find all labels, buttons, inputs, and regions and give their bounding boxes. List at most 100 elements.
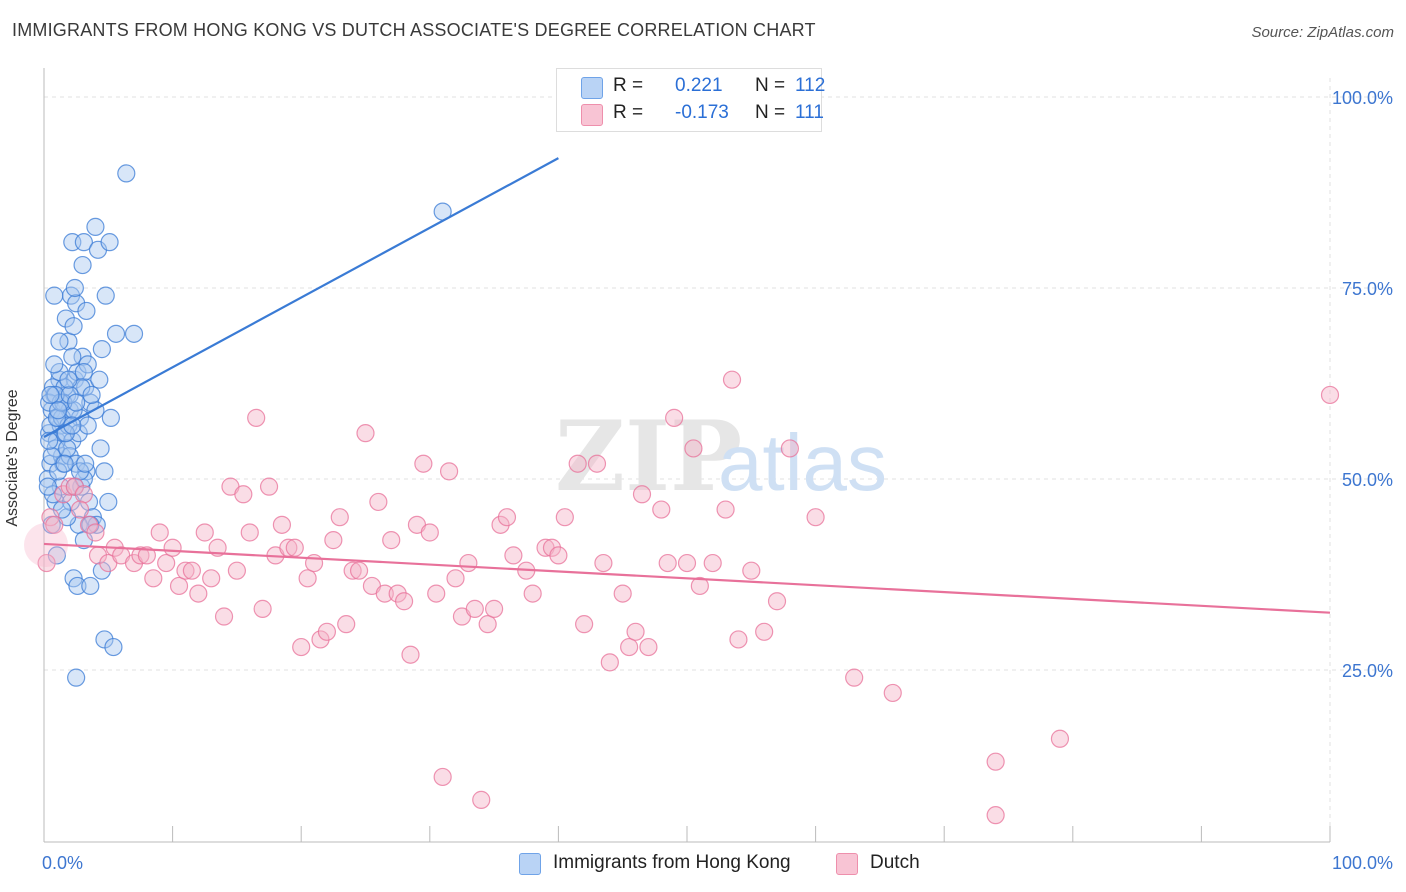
data-point: [845, 668, 864, 687]
data-point: [690, 576, 709, 596]
legend-n-label: N =: [755, 102, 786, 123]
y-tick-label: 25.0%: [1342, 661, 1393, 681]
data-point: [259, 477, 279, 496]
data-point: [70, 500, 90, 519]
data-point: [382, 531, 401, 550]
data-point: [74, 485, 93, 504]
data-point: [292, 637, 311, 657]
data-point: [780, 439, 799, 458]
data-point: [497, 508, 517, 527]
chart-title: IMMIGRANTS FROM HONG KONG VS DUTCH ASSOC…: [12, 20, 816, 40]
data-point: [49, 462, 68, 481]
data-point: [49, 401, 68, 420]
watermark-zip: ZIP: [555, 400, 742, 513]
data-point: [337, 615, 356, 634]
y-tick-label: 100.0%: [1332, 88, 1393, 108]
tick-labels: 25.0% 50.0% 75.0% 100.0% 0.0% 100.0%: [42, 88, 1393, 873]
data-point: [806, 508, 825, 527]
data-point: [100, 233, 119, 252]
data-point: [549, 546, 568, 565]
data-point: [420, 523, 439, 542]
data-point: [600, 653, 619, 672]
data-point: [1050, 729, 1070, 748]
data-point: [227, 561, 246, 580]
data-point: [594, 553, 613, 573]
data-point: [67, 668, 86, 687]
series-swatch-hong-kong: [519, 853, 541, 875]
data-point: [86, 217, 105, 236]
legend-n-value-dutch: 111: [795, 102, 824, 123]
data-point: [63, 347, 82, 366]
data-point: [986, 752, 1005, 771]
data-point: [64, 317, 83, 336]
data-point: [478, 615, 497, 634]
axes: [43, 68, 1331, 843]
data-point: [298, 569, 317, 588]
data-point: [77, 301, 96, 321]
data-point: [189, 584, 208, 603]
data-point: [485, 599, 504, 618]
data-point: [575, 615, 594, 634]
data-point: [324, 531, 343, 550]
data-point: [65, 278, 84, 298]
data-point: [632, 485, 652, 504]
data-point: [555, 508, 574, 527]
data-point: [465, 599, 484, 618]
data-point: [55, 454, 74, 473]
watermark-atlas: atlas: [718, 418, 887, 507]
data-point: [41, 385, 60, 405]
data-point: [658, 553, 677, 573]
data-point: [38, 477, 57, 496]
data-point: [96, 286, 115, 305]
correlation-legend: R = 0.221 N = 112 R = -0.173 N = 111: [556, 68, 826, 132]
data-point: [459, 553, 478, 573]
trend-line-dutch: [43, 542, 1331, 614]
data-point: [78, 416, 97, 435]
data-point: [131, 546, 150, 565]
series-legend-dutch[interactable]: Dutch: [836, 852, 956, 876]
data-point: [523, 584, 542, 603]
legend-swatch-dutch: [581, 104, 603, 126]
data-points: [24, 164, 1340, 825]
data-point: [163, 538, 182, 557]
data-point: [169, 576, 189, 596]
data-point: [137, 546, 156, 565]
data-point: [76, 454, 95, 473]
series-hong-kong: [38, 164, 452, 687]
data-point: [767, 592, 787, 611]
data-point: [45, 355, 64, 374]
y-tick-label: 75.0%: [1342, 279, 1393, 299]
legend-r-label: R =: [613, 75, 644, 96]
legend-n-value-hong-kong: 112: [795, 75, 826, 96]
data-point: [95, 462, 114, 481]
data-point: [272, 515, 292, 534]
data-point: [124, 324, 144, 343]
data-point: [202, 569, 221, 588]
data-point: [729, 630, 748, 649]
data-point: [439, 462, 459, 481]
data-point: [60, 385, 79, 405]
data-point: [56, 309, 75, 328]
data-point: [639, 637, 658, 657]
data-point: [82, 385, 101, 405]
data-point: [703, 553, 722, 573]
series-label-dutch: Dutch: [870, 852, 920, 873]
data-point: [330, 508, 349, 527]
series-legend-hong-kong[interactable]: Immigrants from Hong Kong: [519, 852, 819, 876]
data-point: [47, 546, 66, 565]
data-point: [542, 538, 562, 557]
legend-r-value-hong-kong: 0.221: [675, 75, 723, 96]
data-point: [883, 683, 902, 703]
data-point: [144, 569, 163, 588]
data-point: [86, 523, 105, 542]
data-point: [87, 515, 106, 534]
data-point: [79, 515, 99, 534]
data-point: [73, 255, 92, 275]
data-point: [67, 294, 86, 313]
series-label-hong-kong: Immigrants from Hong Kong: [553, 852, 791, 873]
legend-n-label: N =: [755, 75, 786, 96]
data-point: [356, 424, 375, 443]
data-point: [90, 370, 109, 389]
